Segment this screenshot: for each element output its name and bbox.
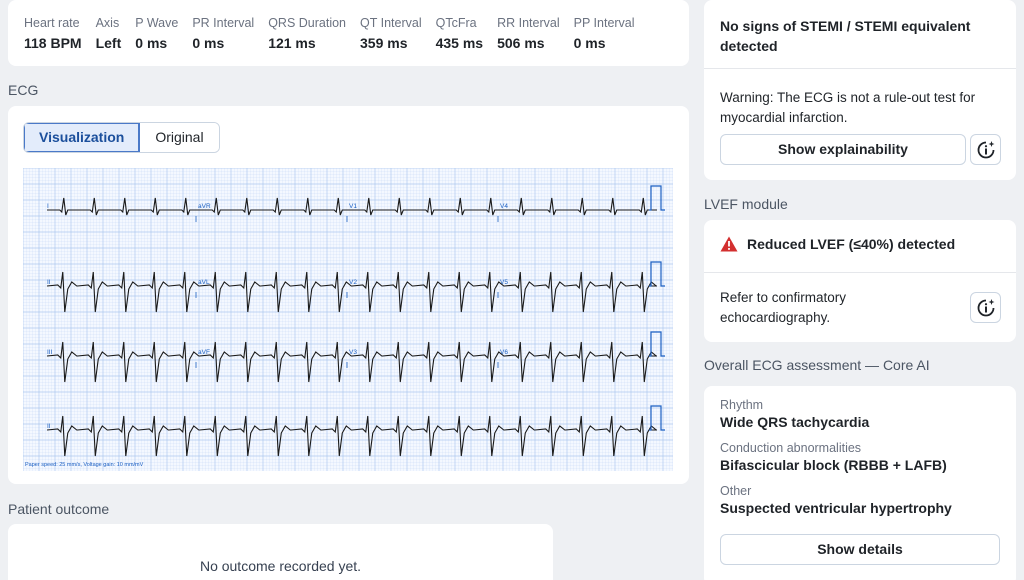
- assessment-label-conduction: Conduction abnormalities: [720, 441, 862, 455]
- outcome-card: No outcome recorded yet.: [8, 524, 553, 580]
- metric-value: Left: [95, 35, 122, 51]
- lead-label: II: [47, 423, 51, 430]
- assessment-card: Rhythm Wide QRS tachycardia Conduction a…: [704, 386, 1016, 580]
- calibration-pulse: [649, 261, 665, 287]
- metric-label: RR Interval: [497, 16, 560, 30]
- ecg-section-title: ECG: [8, 82, 39, 98]
- ecg-paper: [23, 168, 673, 471]
- metric-value: 118 BPM: [24, 35, 82, 51]
- metric-label: QRS Duration: [268, 16, 346, 30]
- metric-value: 121 ms: [268, 35, 316, 51]
- metric-qrs-duration: QRS Duration 121 ms: [268, 16, 346, 66]
- tab-original[interactable]: Original: [140, 123, 219, 152]
- ecg-trace: [46, 415, 657, 457]
- ecg-view-toggle: Visualization Original: [23, 122, 220, 153]
- assessment-value-conduction: Bifascicular block (RBBB + LAFB): [720, 457, 947, 473]
- metric-heart-rate: Heart rate 118 BPM: [24, 16, 82, 66]
- metric-label: PP Interval: [573, 16, 635, 30]
- outcome-empty-text: No outcome recorded yet.: [199, 558, 362, 574]
- metric-value: 435 ms: [435, 35, 484, 51]
- lead-label: V1: [349, 203, 357, 210]
- lead-label: V4: [500, 203, 508, 210]
- stemi-card: No signs of STEMI / STEMI equivalent det…: [704, 0, 1016, 180]
- metric-value: 0 ms: [192, 35, 225, 51]
- metric-label: Heart rate: [24, 16, 80, 30]
- metric-value: 359 ms: [360, 35, 408, 51]
- lvef-refer-text: Refer to confirmatory echocardiography.: [720, 290, 847, 325]
- lead-label: aVR: [198, 203, 211, 210]
- metric-rr-interval: RR Interval 506 ms: [497, 16, 560, 66]
- ecg-trace: [47, 197, 657, 216]
- show-details-button[interactable]: Show details: [720, 534, 1000, 565]
- lead-label: V5: [500, 279, 508, 286]
- lead-label: II: [47, 279, 51, 286]
- ecg-grid: [23, 168, 673, 471]
- assessment-label-rhythm: Rhythm: [720, 398, 764, 412]
- metric-value: 0 ms: [135, 35, 168, 51]
- lead-label: III: [47, 349, 53, 356]
- metric-qt-interval: QT Interval 359 ms: [360, 16, 422, 66]
- lvef-alert-text: Reduced LVEF (≤40%) detected: [747, 236, 956, 252]
- metric-label: QT Interval: [360, 16, 422, 30]
- show-explainability-button[interactable]: Show explainability: [720, 134, 966, 165]
- metric-label: PR Interval: [192, 16, 255, 30]
- assessment-value-other: Suspected ventricular hypertrophy: [720, 500, 952, 516]
- metric-value: 0 ms: [573, 35, 606, 51]
- lead-label: V2: [349, 279, 357, 286]
- metric-qtcfra: QTcFra 435 ms: [436, 16, 483, 66]
- tab-visualization[interactable]: Visualization: [24, 123, 141, 152]
- metric-p-wave: P Wave 0 ms: [135, 16, 178, 66]
- calibration-pulse: [649, 185, 665, 211]
- calibration-pulse: [649, 331, 665, 357]
- warning-triangle-icon: [720, 236, 738, 252]
- lvef-alert: Reduced LVEF (≤40%) detected: [720, 236, 955, 252]
- stemi-info-button[interactable]: [970, 134, 1001, 165]
- divider: [704, 272, 1016, 273]
- lvef-section-title: LVEF module: [704, 196, 788, 212]
- metric-label: QTcFra: [435, 16, 477, 30]
- lead-label: V3: [349, 349, 357, 356]
- metric-axis: Axis Left: [96, 16, 122, 66]
- ecg-trace: [46, 271, 657, 313]
- metric-pp-interval: PP Interval 0 ms: [574, 16, 635, 66]
- assessment-label-other: Other: [720, 484, 752, 498]
- lvef-card: Reduced LVEF (≤40%) detected Refer to co…: [704, 220, 1016, 342]
- ecg-trace: [46, 341, 657, 383]
- outcome-section-title: Patient outcome: [8, 501, 110, 517]
- lvef-info-button[interactable]: [970, 292, 1001, 323]
- metric-pr-interval: PR Interval 0 ms: [192, 16, 254, 66]
- metric-label: Axis: [95, 16, 120, 30]
- lead-label: V6: [500, 349, 508, 356]
- divider: [704, 68, 1016, 69]
- lead-label: I: [47, 203, 49, 210]
- ecg-footer-text: Paper speed: 25 mm/s, Voltage gain: 10 m…: [25, 462, 144, 468]
- assessment-section-title: Overall ECG assessment — Core AI: [704, 357, 930, 373]
- stemi-warning-text: Warning: The ECG is not a rule-out test …: [720, 90, 976, 125]
- stemi-result-title: No signs of STEMI / STEMI equivalent det…: [720, 18, 971, 54]
- info-sparkle-icon: [977, 140, 994, 158]
- lead-label: aVF: [198, 349, 210, 356]
- metric-value: 506 ms: [497, 35, 545, 51]
- info-sparkle-icon: [977, 298, 994, 316]
- calibration-pulse: [649, 405, 665, 431]
- lead-label: aVL: [198, 279, 210, 286]
- metric-label: P Wave: [135, 16, 179, 30]
- assessment-value-rhythm: Wide QRS tachycardia: [720, 414, 870, 430]
- metrics-bar: Heart rate 118 BPM Axis Left P Wave 0 ms…: [8, 0, 689, 66]
